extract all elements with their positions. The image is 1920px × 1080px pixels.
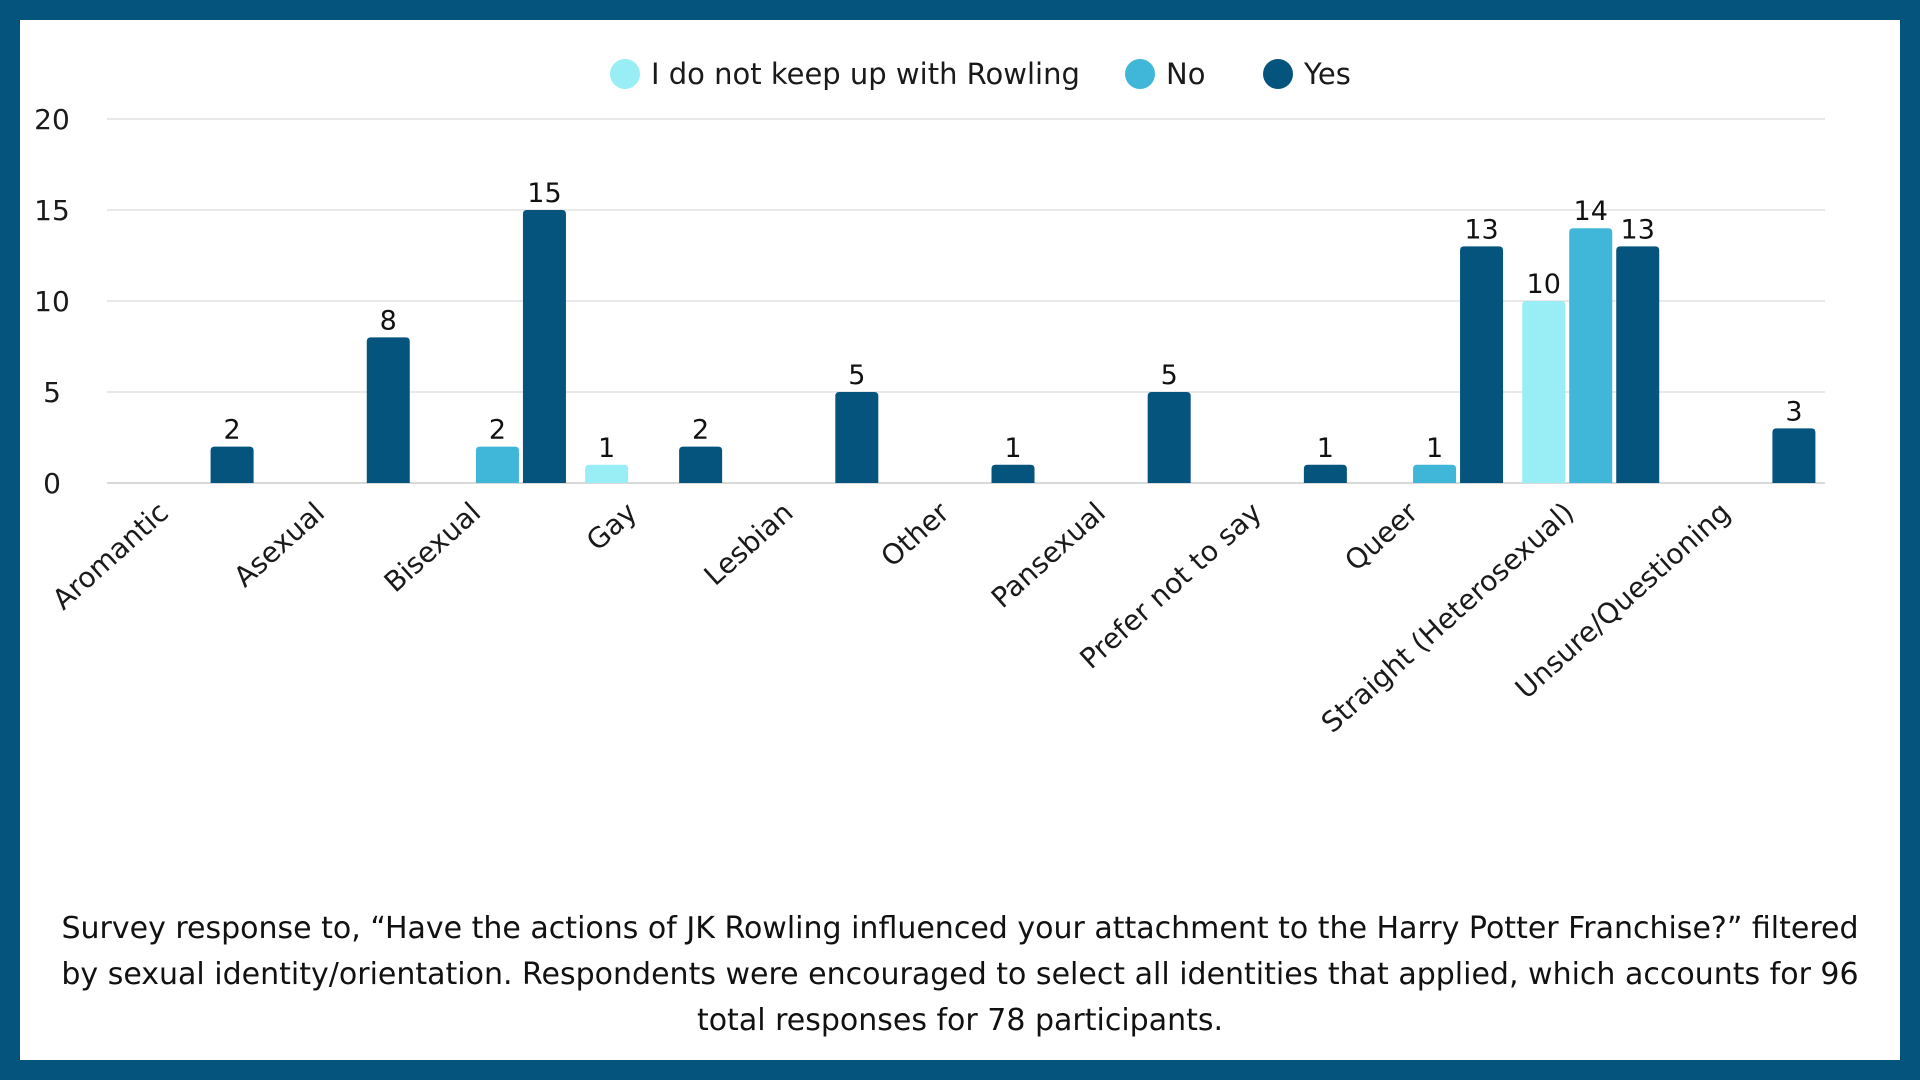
- bar-bisexual-no: [475, 446, 519, 483]
- data-label-queer-yes: 13: [1464, 214, 1498, 245]
- bar-asexual-yes: [366, 337, 410, 483]
- x-category-label-straight-heterosexual: Straight (Heterosexual): [1315, 496, 1580, 740]
- bar-bisexual-yes: [522, 210, 566, 483]
- bar-prefer-not-to-say-yes: [1303, 464, 1347, 483]
- y-tick-label: 20: [34, 103, 70, 136]
- bar-lesbian-yes: [835, 392, 879, 483]
- legend-label-no: No: [1166, 57, 1205, 91]
- x-category-label-other: Other: [875, 495, 957, 573]
- data-label-lesbian-yes: 5: [848, 360, 865, 391]
- x-category-label-bisexual: Bisexual: [378, 496, 487, 599]
- x-category-label-pansexual: Pansexual: [985, 496, 1112, 615]
- data-label-unsure-questioning-yes: 3: [1785, 396, 1802, 427]
- data-label-straight-heterosexual-i-do-not-keep-up-with-rowling: 10: [1527, 269, 1561, 300]
- data-label-asexual-yes: 8: [380, 305, 397, 336]
- bars: [210, 210, 1816, 483]
- x-category-label-queer: Queer: [1338, 495, 1424, 577]
- bar-queer-yes: [1460, 246, 1504, 483]
- bar-unsure-questioning-yes: [1772, 428, 1816, 483]
- data-label-bisexual-yes: 15: [527, 178, 561, 209]
- bar-straight-heterosexual-i-do-not-keep-up-with-rowling: [1522, 301, 1566, 483]
- data-label-aromantic-yes: 2: [223, 415, 240, 446]
- bar-straight-heterosexual-no: [1569, 228, 1613, 483]
- chart-caption: Survey response to, “Have the actions of…: [61, 911, 1859, 1038]
- x-category-label-asexual: Asexual: [227, 496, 331, 594]
- y-tick-label: 10: [34, 285, 70, 318]
- legend-marker-yes: [1263, 59, 1293, 89]
- x-axis-categories: Aromantic Asexual Bisexual Gay Lesbian Other P…: [46, 495, 1737, 739]
- data-label-straight-heterosexual-yes: 13: [1621, 214, 1655, 245]
- legend-label-yes: Yes: [1303, 57, 1351, 91]
- data-label-bisexual-no: 2: [489, 415, 506, 446]
- bar-queer-no: [1413, 464, 1457, 483]
- bar-pansexual-yes: [1147, 392, 1191, 483]
- y-tick-label: 15: [34, 194, 70, 227]
- y-tick-label: 0: [43, 467, 61, 500]
- data-label-gay-i-do-not-keep-up-with-rowling: 1: [598, 433, 615, 464]
- bar-chart: I do not keep up with Rowling No Yes 0 5 10 1…: [34, 57, 1825, 739]
- y-axis-ticks: 0 5 10 15 20: [34, 103, 70, 500]
- bar-gay-i-do-not-keep-up-with-rowling: [585, 464, 629, 483]
- legend-label-i-do-not-keep-up-with-rowling: I do not keep up with Rowling: [651, 57, 1080, 91]
- chart-card: I do not keep up with Rowling No Yes 0 5 10 1…: [20, 20, 1900, 1060]
- legend-marker-no: [1125, 59, 1155, 89]
- bar-aromantic-yes: [210, 446, 254, 483]
- data-label-straight-heterosexual-no: 14: [1574, 196, 1608, 227]
- x-category-label-lesbian: Lesbian: [698, 496, 800, 592]
- data-label-gay-yes: 2: [692, 415, 709, 446]
- x-category-label-gay: Gay: [580, 496, 643, 558]
- data-label-prefer-not-to-say-yes: 1: [1317, 433, 1334, 464]
- data-label-other-yes: 1: [1004, 433, 1021, 464]
- legend: I do not keep up with Rowling No Yes: [610, 57, 1351, 91]
- x-category-label-aromantic: Aromantic: [46, 496, 175, 617]
- bar-other-yes: [991, 464, 1035, 483]
- data-label-pansexual-yes: 5: [1161, 360, 1178, 391]
- data-label-queer-no: 1: [1426, 433, 1443, 464]
- legend-marker-i-do-not-keep-up-with-rowling: [610, 59, 640, 89]
- gridlines: [107, 118, 1825, 484]
- y-tick-label: 5: [43, 376, 61, 409]
- bar-gay-yes: [679, 446, 723, 483]
- bar-straight-heterosexual-yes: [1616, 246, 1660, 483]
